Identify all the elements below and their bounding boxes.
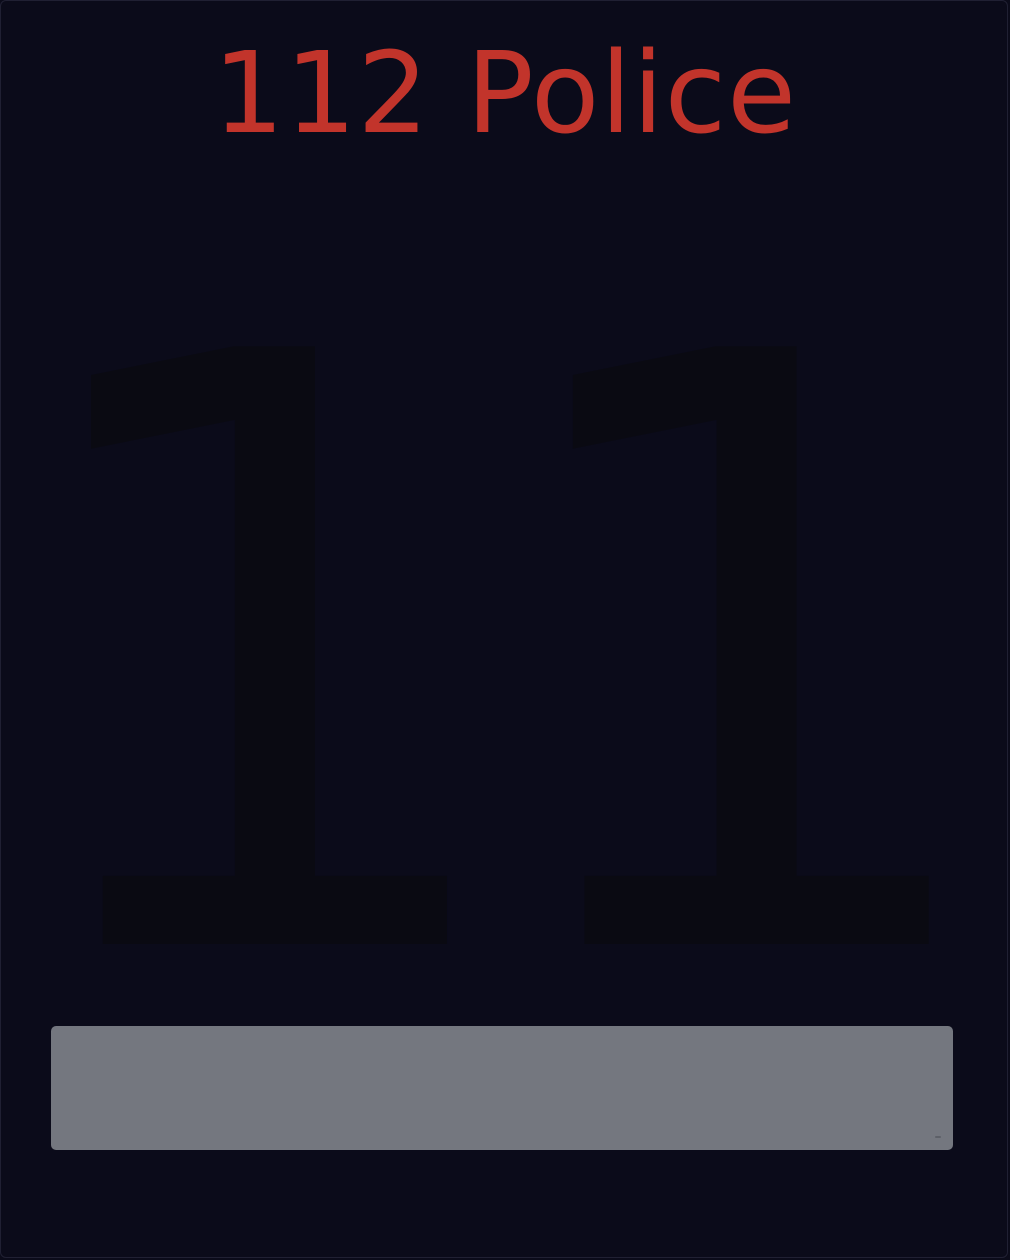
call-button[interactable] xyxy=(51,1026,953,1150)
service-title: 112 Police xyxy=(212,29,798,159)
resize-handle-icon xyxy=(935,1136,941,1138)
emergency-number: 112 xyxy=(1,184,1007,1138)
